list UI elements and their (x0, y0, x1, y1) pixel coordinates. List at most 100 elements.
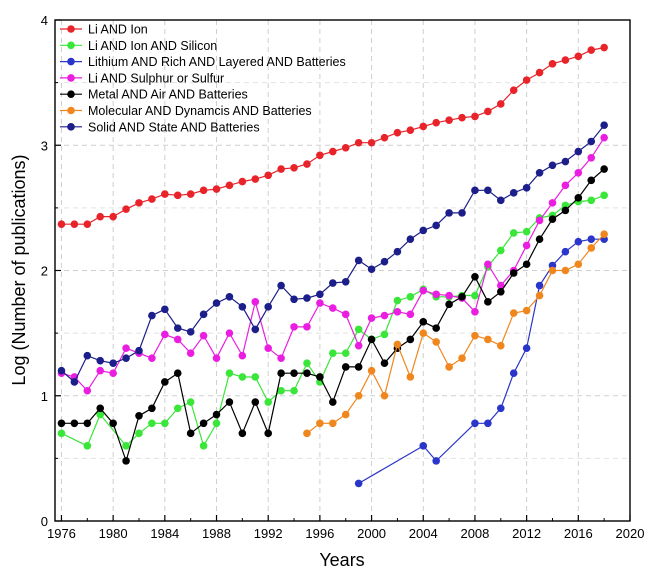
data-point (496, 341, 505, 350)
data-point (122, 344, 130, 352)
data-point (238, 303, 247, 311)
data-point (173, 191, 182, 200)
data-point (212, 419, 221, 428)
data-point (393, 247, 402, 256)
data-point (496, 281, 505, 290)
data-point (264, 303, 273, 311)
data-point (251, 298, 260, 306)
legend-item: Li AND Ion AND Silicon (60, 39, 217, 53)
x-tick-label: 1996 (305, 526, 334, 541)
data-point (83, 351, 92, 360)
data-point (212, 185, 221, 193)
data-point (277, 369, 285, 378)
data-point (393, 340, 402, 349)
data-point (393, 308, 402, 316)
y-tick-label: 3 (41, 138, 48, 153)
series-6 (303, 230, 608, 438)
data-point (432, 290, 440, 299)
data-point (135, 429, 143, 438)
legend-label: Lithium AND Rich AND Layered AND Batteri… (88, 55, 346, 69)
data-point (522, 241, 531, 250)
legend-label: Solid AND State AND Batteries (88, 120, 260, 134)
data-point (96, 410, 105, 419)
data-point (290, 323, 298, 331)
data-point (354, 391, 363, 400)
data-point (329, 398, 337, 406)
legend-marker (67, 25, 75, 33)
data-point (161, 190, 169, 198)
legend-marker (67, 74, 75, 82)
series-1 (57, 43, 608, 228)
data-point (432, 324, 440, 332)
data-point (600, 43, 608, 52)
data-point (251, 175, 260, 183)
data-point (303, 323, 311, 331)
data-point (199, 442, 208, 450)
data-point (561, 266, 570, 275)
data-point (574, 260, 583, 269)
legend-label: Li AND Ion AND Silicon (88, 39, 217, 53)
data-point (380, 359, 389, 367)
data-point (316, 419, 324, 428)
data-point (212, 410, 221, 419)
data-point (341, 310, 350, 319)
y-axis-title: Log (Number of publications) (9, 154, 29, 385)
data-point (122, 205, 130, 213)
data-point (561, 206, 570, 215)
data-point (290, 386, 298, 395)
data-point (600, 191, 608, 200)
data-point (484, 107, 492, 116)
data-point (199, 419, 208, 428)
data-point (173, 324, 182, 332)
data-point (264, 344, 273, 352)
data-point (574, 237, 583, 246)
data-point (161, 305, 169, 314)
data-point (83, 442, 92, 450)
data-point (161, 330, 169, 339)
legend-marker (67, 90, 75, 98)
data-point (522, 260, 531, 269)
data-point (458, 293, 466, 301)
data-point (535, 169, 544, 177)
data-point (341, 349, 350, 357)
data-point (561, 247, 570, 256)
x-tick-label: 1980 (99, 526, 128, 541)
data-point (290, 163, 298, 172)
data-point (496, 100, 505, 108)
y-tick-label: 2 (41, 264, 48, 279)
data-point (548, 199, 557, 207)
x-tick-label: 1992 (254, 526, 283, 541)
data-point (419, 442, 428, 450)
data-point (238, 373, 247, 381)
x-tick-label: 2020 (616, 526, 645, 541)
data-point (354, 325, 363, 334)
series-2 (57, 191, 608, 450)
data-point (548, 266, 557, 275)
data-point (367, 314, 376, 322)
data-point (406, 293, 415, 301)
data-point (199, 186, 208, 195)
data-point (57, 220, 66, 228)
data-point (329, 349, 337, 357)
data-point (574, 169, 583, 177)
series-line (358, 238, 605, 484)
data-point (419, 318, 428, 326)
legend-item: Lithium AND Rich AND Layered AND Batteri… (60, 55, 346, 69)
data-point (316, 151, 324, 160)
data-point (600, 165, 608, 173)
data-point (148, 419, 156, 428)
data-point (471, 291, 479, 300)
data-point (445, 363, 453, 371)
data-point (406, 310, 415, 319)
data-point (277, 165, 285, 173)
data-point (367, 366, 376, 375)
x-tick-label: 2016 (564, 526, 593, 541)
data-point (496, 404, 505, 413)
data-point (509, 269, 518, 277)
data-point (432, 338, 440, 346)
data-point (341, 277, 350, 286)
data-point (393, 128, 402, 137)
data-point (561, 56, 570, 64)
series-line (306, 233, 605, 434)
data-point (161, 419, 169, 428)
